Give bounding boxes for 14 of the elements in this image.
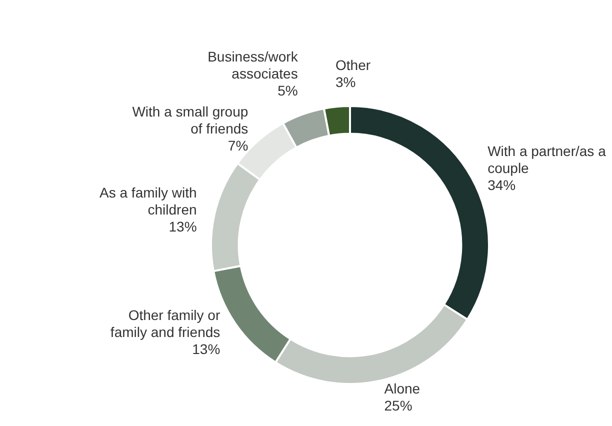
slice-label: Alone (384, 380, 420, 397)
slice-label: With a small group of friends (132, 103, 248, 136)
data-label: 5% (278, 82, 298, 98)
slice-label: Other family or family and friends (110, 307, 220, 340)
data-label: 3% (336, 74, 356, 90)
data-label: 7% (228, 137, 248, 154)
slice-label: With a partner/as a couple (488, 143, 606, 176)
slice-label: Other (336, 57, 371, 74)
data-label: 13% (192, 341, 220, 358)
data-label: 25% (384, 398, 412, 414)
slice-label: As a family with children (100, 184, 197, 218)
slice-label: Business/work associates (208, 48, 299, 82)
data-label: 13% (168, 218, 197, 235)
data-label: 34% (488, 177, 516, 194)
